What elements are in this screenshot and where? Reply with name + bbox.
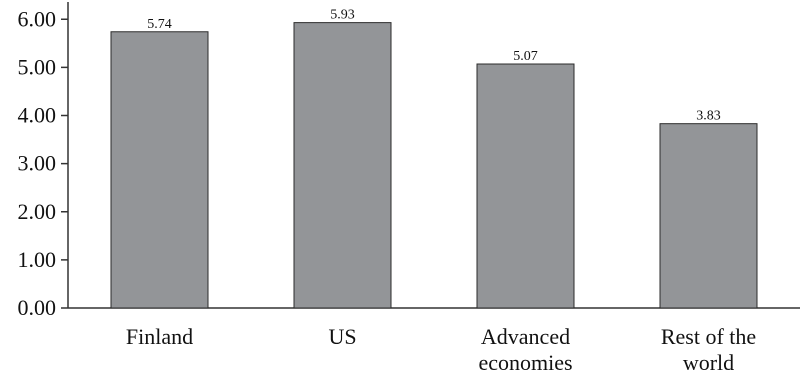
data-label: 5.07 — [513, 49, 538, 64]
data-label: 3.83 — [696, 109, 721, 124]
category-label: US — [328, 324, 356, 349]
y-tick-label: 1.00 — [18, 247, 57, 272]
category-label-line: Finland — [126, 324, 193, 349]
category-label: Finland — [126, 324, 193, 349]
bar — [293, 22, 392, 309]
axes: 0.00 1.00 2.00 3.00 4.00 5.00 6.00 — [18, 2, 800, 320]
data-label: 5.93 — [330, 8, 355, 23]
y-tick-label: 5.00 — [18, 54, 57, 79]
bar — [476, 63, 575, 309]
bar — [110, 31, 209, 309]
category-label-line: Advanced — [481, 324, 570, 349]
category-label-line: Rest of the — [661, 324, 756, 349]
y-tick-label: 3.00 — [18, 151, 57, 176]
y-tick-label: 0.00 — [18, 295, 57, 320]
labels: 5.74 Finland 5.93 US 5.07 Advanced economies 3.… — [126, 8, 756, 375]
y-tick-label: 4.00 — [18, 103, 57, 128]
y-tick-label: 6.00 — [18, 6, 57, 31]
bars — [110, 22, 758, 309]
category-label-line: US — [328, 324, 356, 349]
category-label: Advanced economies — [478, 324, 572, 375]
bar — [659, 123, 758, 309]
category-label-line: world — [683, 350, 734, 375]
y-tick-label: 2.00 — [18, 199, 57, 224]
data-label: 5.74 — [147, 17, 172, 32]
category-label-line: economies — [478, 350, 572, 375]
category-label: Rest of the world — [661, 324, 756, 375]
